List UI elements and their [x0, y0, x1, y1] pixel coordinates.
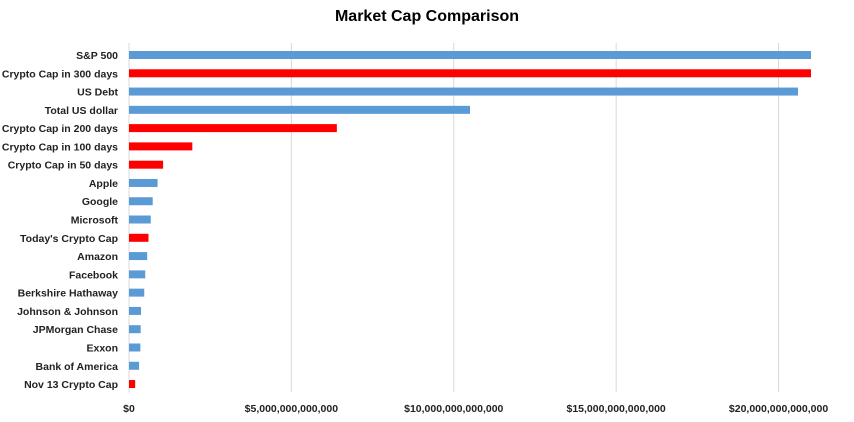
category-label: Microsoft [71, 215, 119, 227]
x-tick-label: $15,000,000,000,000 [567, 403, 666, 415]
bar [129, 325, 141, 334]
category-label: JPMorgan Chase [33, 324, 118, 336]
category-label: US Debt [77, 87, 118, 99]
bar [129, 270, 146, 279]
x-axis-tick-labels: $0 $5,000,000,000,000 $10,000,000,000,000 $… [123, 403, 828, 415]
bar [129, 178, 158, 187]
bar [129, 69, 811, 78]
category-label: Today's Crypto Cap [20, 233, 118, 245]
category-label: Apple [89, 178, 118, 190]
x-tick-label: $0 [123, 403, 135, 415]
bars [129, 51, 811, 389]
bar [129, 361, 140, 370]
category-label: Bank of America [36, 361, 119, 373]
category-label: Crypto Cap in 300 days [2, 68, 118, 80]
category-label: Berkshire Hathaway [18, 288, 119, 300]
category-label: Facebook [69, 269, 118, 281]
bar [129, 142, 193, 151]
bar [129, 288, 145, 297]
category-label: Google [82, 196, 118, 208]
category-labels: S&P 500 Crypto Cap in 300 days US Debt Tota… [2, 50, 119, 391]
category-label: S&P 500 [76, 50, 118, 62]
bar [129, 215, 151, 224]
bar [129, 124, 337, 133]
category-label: Nov 13 Crypto Cap [24, 379, 118, 391]
bar [129, 197, 153, 206]
x-tick-label: $20,000,000,000,000 [729, 403, 828, 415]
bar [129, 233, 149, 242]
category-label: Amazon [77, 251, 118, 263]
category-label: Exxon [86, 342, 118, 354]
bar [129, 343, 141, 352]
category-label: Total US dollar [45, 105, 118, 117]
bar [129, 160, 164, 169]
category-label: Crypto Cap in 50 days [8, 160, 118, 172]
chart-title: Market Cap Comparison [334, 8, 520, 25]
bar [129, 306, 142, 315]
x-tick-label: $5,000,000,000,000 [245, 403, 339, 415]
bar [129, 380, 136, 389]
category-label: Johnson & Johnson [17, 306, 118, 318]
bar [129, 105, 470, 114]
category-label: Crypto Cap in 100 days [2, 141, 118, 153]
category-label: Crypto Cap in 200 days [2, 123, 118, 135]
bar [129, 252, 148, 261]
x-tick-label: $10,000,000,000,000 [404, 403, 503, 415]
bar [129, 51, 811, 59]
bar [129, 87, 799, 96]
